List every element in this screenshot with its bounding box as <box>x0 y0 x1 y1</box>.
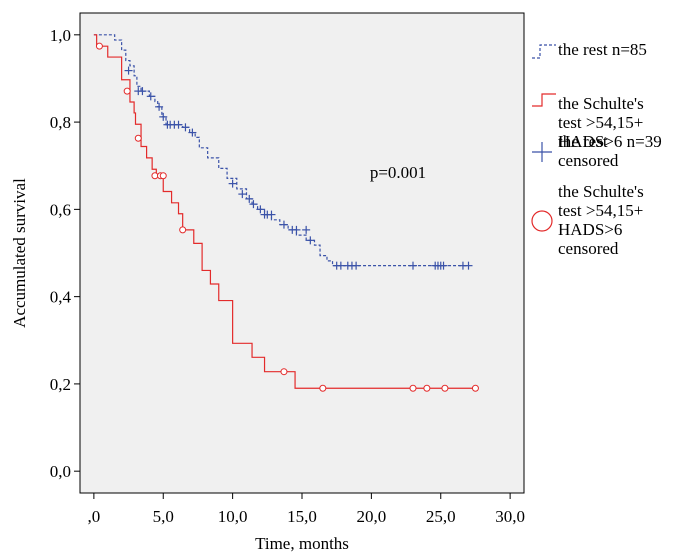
censored-circle-mark <box>441 384 449 392</box>
legend-label-line: the rest n=85 <box>558 40 647 59</box>
censored-circle-mark <box>159 172 167 180</box>
censored-plus-mark <box>464 261 473 270</box>
censored-plus-mark <box>409 261 417 270</box>
legend-label-line: censored <box>558 239 619 258</box>
censored-plus-mark <box>352 261 361 270</box>
series-layer <box>93 34 479 392</box>
x-tick-label: 15,0 <box>287 507 317 526</box>
y-tick-label: 0,4 <box>50 288 72 307</box>
censored-plus-mark <box>146 92 155 101</box>
censored-plus-mark <box>245 194 254 203</box>
x-tick-label: 10,0 <box>218 507 248 526</box>
legend-label-line: the Schulte's <box>558 94 644 113</box>
x-tick-label: 5,0 <box>153 507 174 526</box>
series-1 <box>93 34 473 270</box>
censored-plus-mark <box>336 261 345 270</box>
y-tick-label: 0,6 <box>50 200 71 219</box>
censored-circle-mark <box>409 384 417 392</box>
p-value-annotation: p=0.001 <box>370 163 426 182</box>
censored-plus-mark <box>181 123 190 132</box>
censored-circle-mark <box>95 42 103 50</box>
censored-circle-mark <box>423 384 431 392</box>
legend-plus-symbol <box>532 142 552 162</box>
censored-circle-mark <box>471 384 479 392</box>
censored-plus-mark <box>228 179 237 188</box>
censored-plus-mark <box>159 112 168 121</box>
censored-plus-mark <box>292 225 301 234</box>
legend-label-line: the rest <box>558 132 608 151</box>
x-tick-label: 25,0 <box>426 507 456 526</box>
series-2 <box>93 34 479 392</box>
legend-solid-step-symbol <box>532 93 556 107</box>
legend-label-line: HADS>6 n=39 <box>558 132 662 151</box>
y-tick-label: 0,0 <box>50 462 71 481</box>
x-tick-label: ,0 <box>88 507 101 526</box>
censored-plus-mark <box>155 102 164 111</box>
y-axis-label: Accumulated survival <box>10 178 29 328</box>
legend-label-line: censored <box>558 151 619 170</box>
legend-dashed-step-symbol <box>532 44 556 59</box>
censored-plus-mark <box>279 220 288 229</box>
censored-plus-mark <box>267 210 276 219</box>
censored-circle-mark <box>123 87 131 95</box>
censored-plus-mark <box>188 128 197 137</box>
y-axis: 0,0 0,2 0,4 0,6 0,8 1,0 <box>50 26 80 481</box>
legend-label-line: test >54,15+ <box>558 201 643 220</box>
censored-circle-mark <box>179 226 187 234</box>
y-tick-label: 0,2 <box>50 375 71 394</box>
censored-circle-mark <box>134 134 142 142</box>
y-tick-label: 0,8 <box>50 113 71 132</box>
legend-item-1: the rest n=85 <box>532 40 647 59</box>
legend-circle-symbol <box>531 210 553 232</box>
x-axis-label: Time, months <box>255 534 349 553</box>
legend-label-line: the Schulte's <box>558 182 644 201</box>
censored-plus-mark <box>302 225 311 234</box>
legend-label-line: HADS>6 <box>558 220 622 239</box>
censored-plus-mark <box>138 87 147 96</box>
censored-plus-mark <box>256 205 265 214</box>
x-tick-label: 20,0 <box>357 507 387 526</box>
censored-plus-mark <box>249 200 258 209</box>
censored-circle-mark <box>319 384 327 392</box>
censored-plus-mark <box>439 261 448 270</box>
censored-plus-mark <box>174 120 183 129</box>
censored-circle-mark <box>280 368 288 376</box>
legend-label-line: test >54,15+ <box>558 113 643 132</box>
y-tick-label: 1,0 <box>50 26 71 45</box>
x-axis: ,0 5,0 10,0 15,0 20,0 25,0 30,0 <box>88 493 525 526</box>
censored-plus-mark <box>238 190 247 199</box>
plot-area <box>79 12 525 494</box>
censored-plus-mark <box>306 236 315 245</box>
x-tick-label: 30,0 <box>495 507 525 526</box>
censored-plus-mark <box>124 66 133 75</box>
